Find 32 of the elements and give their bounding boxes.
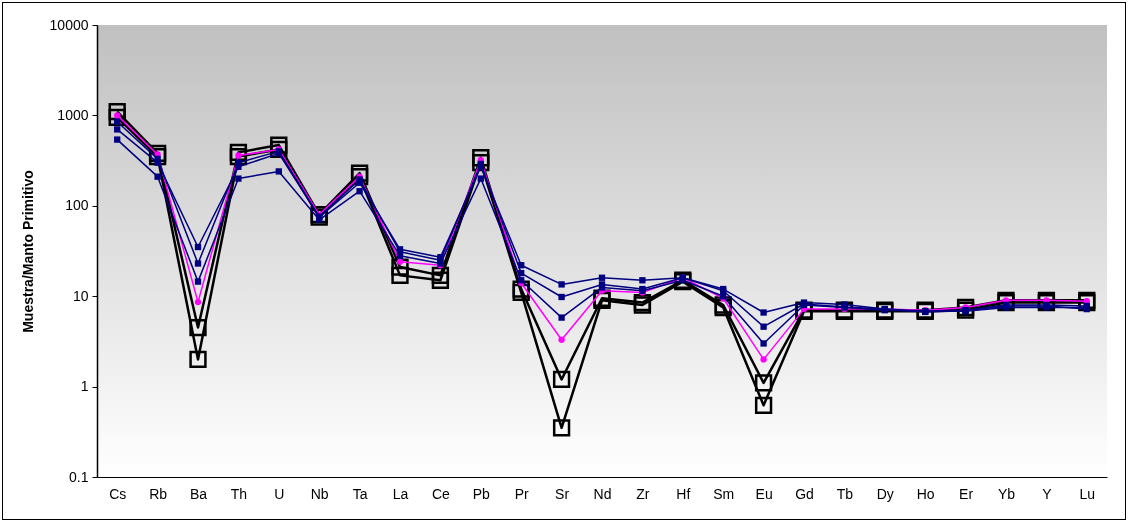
y-tick-label: 100 — [65, 197, 89, 214]
x-tick-label: Pb — [472, 485, 491, 502]
x-tick-label: Tb — [836, 485, 854, 502]
x-tick-label: U — [274, 485, 285, 502]
x-tick-label: Nd — [593, 485, 612, 502]
x-tick-label: Lu — [1079, 485, 1096, 502]
x-tick-label: Nb — [310, 485, 329, 502]
x-tick-label: Eu — [755, 485, 773, 502]
y-axis-title: Muestra/Manto Primitivo — [19, 170, 36, 333]
x-tick-label: Yb — [997, 485, 1016, 502]
y-tick-label: 10 — [72, 287, 89, 304]
x-tick-label: Ta — [352, 485, 368, 502]
x-tick-label: Cs — [109, 485, 127, 502]
x-tick-label: Ba — [189, 485, 208, 502]
x-tick-label: Th — [230, 485, 248, 502]
y-tick-label: 1 — [80, 378, 89, 395]
x-tick-label: Er — [959, 485, 974, 502]
x-tick-label: La — [392, 485, 409, 502]
x-tick-label: Y — [1042, 485, 1053, 502]
x-tick-label: Hf — [676, 485, 691, 502]
y-tick-label: 10000 — [49, 16, 89, 33]
x-tick-label: Gd — [795, 485, 814, 502]
x-tick-label: Ho — [916, 485, 935, 502]
x-tick-label: Zr — [636, 485, 650, 502]
x-tick-label: Sr — [555, 485, 570, 502]
x-tick-label: Rb — [149, 485, 168, 502]
y-tick-label: 0.1 — [69, 468, 89, 485]
y-tick-label: 1000 — [57, 106, 89, 123]
x-tick-label: Ce — [431, 485, 451, 502]
x-tick-label: Pr — [514, 485, 530, 502]
x-tick-label: Sm — [713, 485, 735, 502]
x-tick-label: Dy — [876, 485, 894, 502]
